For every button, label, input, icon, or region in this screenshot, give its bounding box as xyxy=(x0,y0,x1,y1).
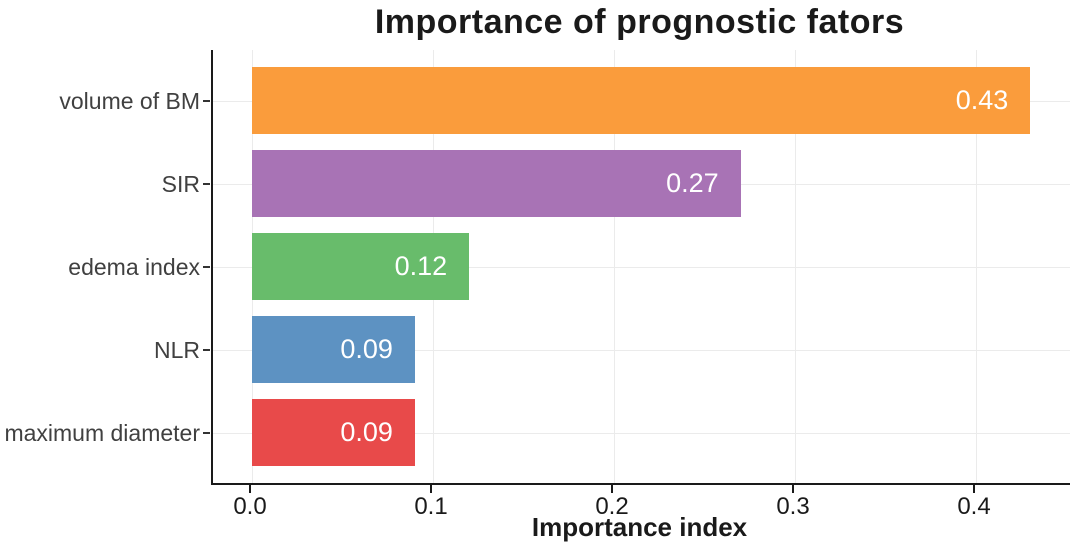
x-tick-mark xyxy=(973,485,975,493)
y-tick-mark xyxy=(203,265,210,268)
gridline-horizontal xyxy=(213,266,1070,268)
chart-title: Importance of prognostic fators xyxy=(374,3,905,41)
bar-value-label: 0.27 xyxy=(666,168,719,198)
y-tick-mark xyxy=(203,182,210,185)
x-tick-label-0-4: 0.4 xyxy=(957,493,991,520)
y-axis-label-sir: SIR xyxy=(161,170,200,197)
bar-volume-of-bm: 0.43 xyxy=(252,67,1031,134)
bar-sir: 0.27 xyxy=(252,150,741,217)
bar-value-label: 0.09 xyxy=(340,334,393,364)
y-tick-mark xyxy=(203,99,210,102)
y-tick-mark xyxy=(203,348,210,351)
y-axis-label-nlr: NLR xyxy=(153,336,200,363)
y-tick-mark xyxy=(203,431,210,434)
x-tick-label-0-0: 0.0 xyxy=(233,493,267,520)
x-tick-label-0-2: 0.2 xyxy=(595,493,629,520)
bar-value-label: 0.09 xyxy=(340,417,393,447)
x-tick-label-0-1: 0.1 xyxy=(414,493,448,520)
x-tick-label-0-3: 0.3 xyxy=(776,493,810,520)
x-axis-title: Importance index xyxy=(531,512,748,542)
bar-nlr: 0.09 xyxy=(252,316,415,383)
bar-edema-index: 0.12 xyxy=(252,233,470,300)
y-axis-label-volume-of-bm: volume of BM xyxy=(59,87,200,114)
bar-maximum-diameter: 0.09 xyxy=(252,399,415,466)
x-tick-mark xyxy=(430,485,432,493)
x-tick-mark xyxy=(611,485,613,493)
x-tick-mark xyxy=(792,485,794,493)
y-axis-label-maximum-diameter: maximum diameter xyxy=(4,419,200,446)
plot-area: 0.43 0.27 0.12 0.09 0.09 xyxy=(211,50,1070,485)
gridline-horizontal xyxy=(213,349,1070,351)
x-tick-mark xyxy=(249,485,251,493)
bar-value-label: 0.43 xyxy=(955,85,1009,115)
gridline-horizontal xyxy=(213,432,1070,434)
y-axis-label-edema-index: edema index xyxy=(68,253,200,280)
bar-value-label: 0.12 xyxy=(394,251,448,281)
